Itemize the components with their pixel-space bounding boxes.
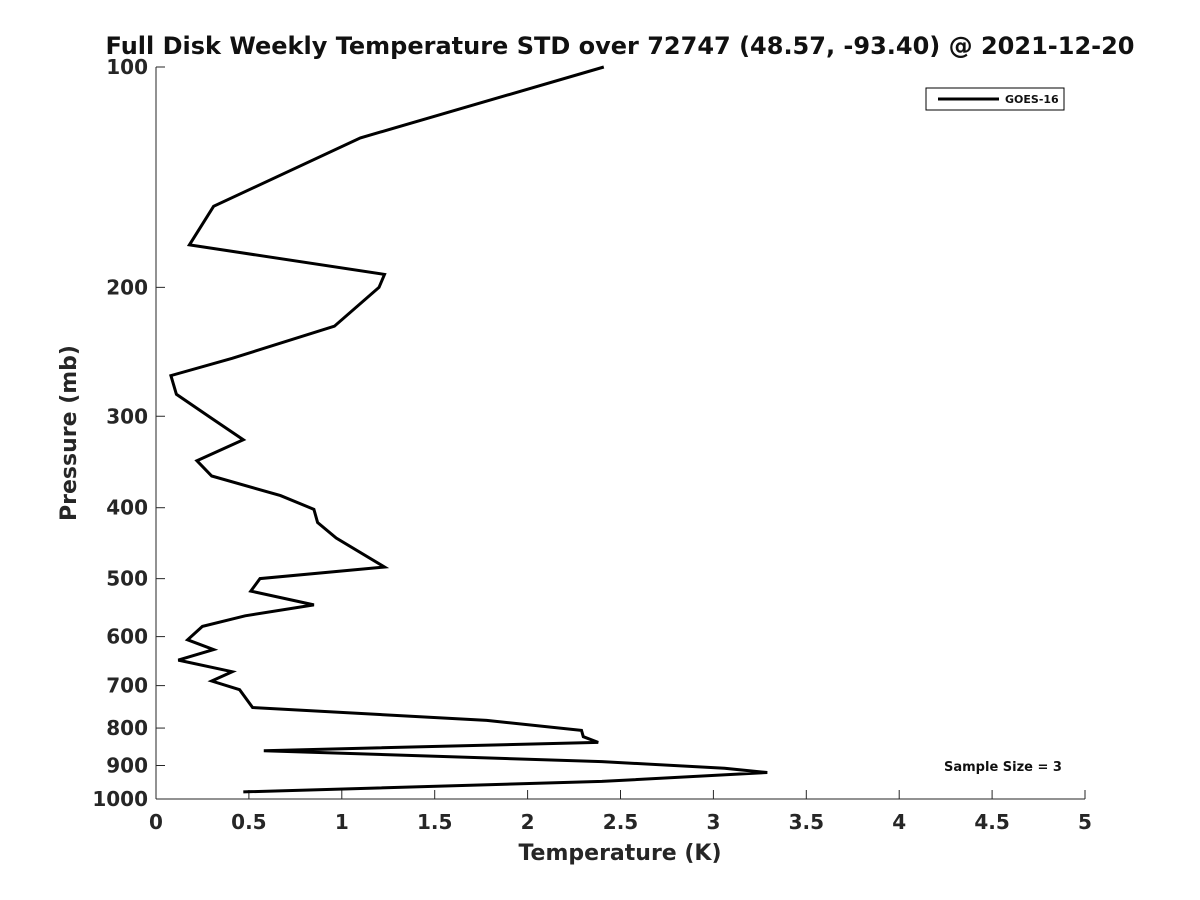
y-tick-label: 1000 xyxy=(92,787,148,811)
x-tick-label: 4 xyxy=(892,810,906,834)
x-tick-label: 2 xyxy=(521,810,535,834)
x-tick-label: 5 xyxy=(1078,810,1092,834)
y-tick-label: 100 xyxy=(106,55,148,79)
x-tick-label: 0 xyxy=(149,810,163,834)
series-layer xyxy=(169,65,768,794)
y-tick-label: 500 xyxy=(106,567,148,591)
axes xyxy=(155,67,1085,800)
y-tick-label: 800 xyxy=(106,716,148,740)
y-tick-label: 700 xyxy=(106,674,148,698)
x-tick-label: 3 xyxy=(706,810,720,834)
y-axis-label: Pressure (mb) xyxy=(57,345,82,521)
y-tick-label: 600 xyxy=(106,625,148,649)
x-tick-label: 4.5 xyxy=(974,810,1009,834)
legend-label-goes-16: GOES-16 xyxy=(1005,93,1059,106)
x-tick-label: 1 xyxy=(335,810,349,834)
x-tick-label: 3.5 xyxy=(789,810,824,834)
y-axis-ticks: 100 200 300 400 500 600 700 800 900 1000 xyxy=(92,55,165,811)
y-tick-label: 200 xyxy=(106,275,148,299)
x-tick-label: 0.5 xyxy=(231,810,266,834)
x-axis-label: Temperature (K) xyxy=(518,841,721,866)
x-axis-ticks: 0 0.5 1 1.5 2 2.5 3 3.5 4 4.5 5 xyxy=(149,790,1092,834)
y-tick-label: 300 xyxy=(106,404,148,428)
x-tick-label: 1.5 xyxy=(417,810,452,834)
x-tick-label: 2.5 xyxy=(603,810,638,834)
chart-title: Full Disk Weekly Temperature STD over 72… xyxy=(106,32,1135,60)
series-line-goes-16 xyxy=(169,65,768,794)
y-tick-label: 900 xyxy=(106,754,148,778)
sample-size-annotation: Sample Size = 3 xyxy=(944,760,1062,775)
legend: GOES-16 xyxy=(925,87,1065,111)
y-tick-label: 400 xyxy=(106,496,148,520)
